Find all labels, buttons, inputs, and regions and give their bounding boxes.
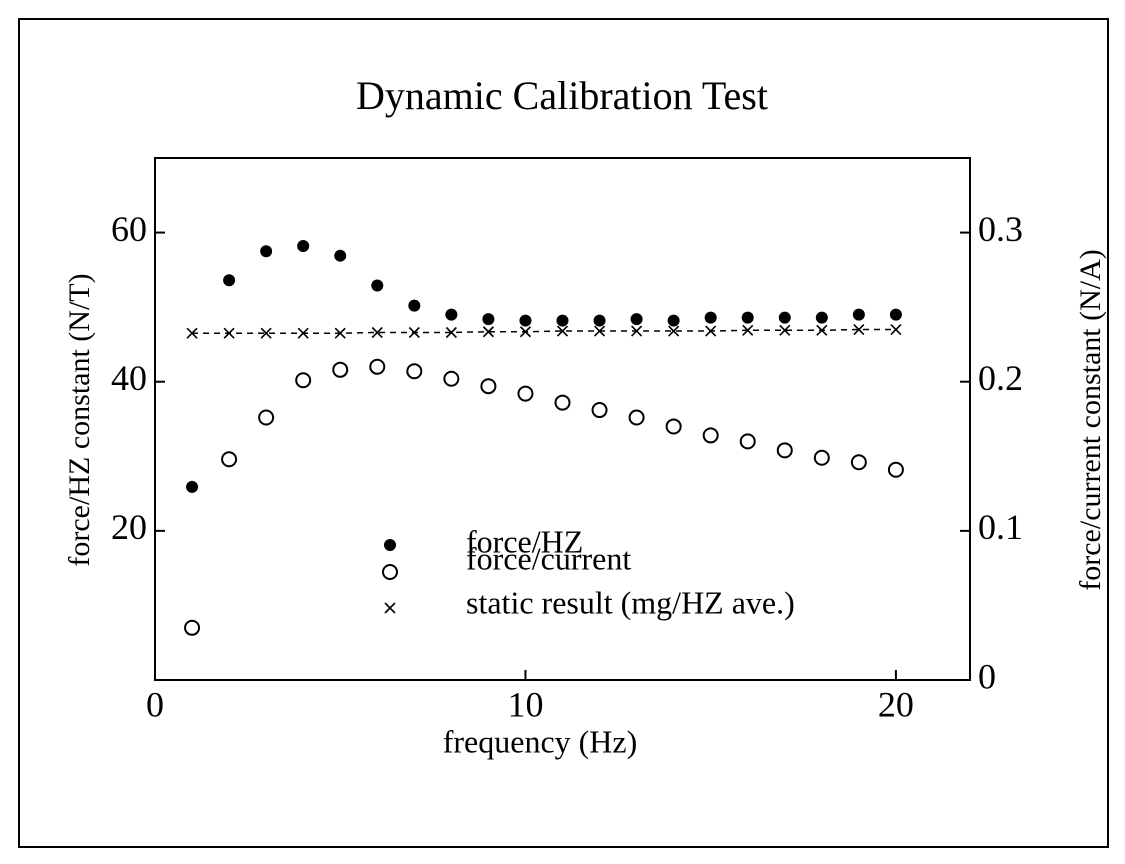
point <box>408 326 420 339</box>
point <box>628 409 645 426</box>
point <box>668 325 680 337</box>
y-tick-label: 20 <box>111 507 147 547</box>
x-axis-label: frequency (Hz) <box>443 723 638 759</box>
point <box>813 449 830 466</box>
point <box>332 361 349 378</box>
point <box>186 480 199 493</box>
point <box>665 418 682 435</box>
legend-marker <box>384 602 396 614</box>
point <box>850 454 867 471</box>
point <box>890 323 902 336</box>
y-tick-label: 60 <box>111 209 147 249</box>
point <box>630 313 643 326</box>
legend-label: static result (mg/HZ ave.) <box>466 584 795 620</box>
point <box>445 308 458 321</box>
point <box>816 324 828 336</box>
y2-tick-label: 0.1 <box>978 507 1023 547</box>
point <box>593 314 606 327</box>
legend-marker <box>384 539 396 551</box>
point <box>482 313 495 326</box>
point <box>593 325 606 337</box>
point <box>186 327 198 339</box>
legend-label: force/current <box>466 540 631 576</box>
point <box>260 327 272 339</box>
y2-tick-label: 0 <box>978 656 996 696</box>
point <box>258 409 275 426</box>
point <box>519 314 532 327</box>
point <box>742 324 754 336</box>
series-line <box>192 328 896 334</box>
point <box>519 326 532 338</box>
point <box>852 308 865 321</box>
legend-marker <box>382 564 398 580</box>
y2-axis-label: force/current constant (N/A) <box>1074 249 1107 591</box>
point <box>556 325 569 337</box>
point <box>406 363 423 380</box>
point <box>554 394 571 411</box>
point <box>517 385 534 402</box>
x-tick-label: 20 <box>878 684 914 724</box>
chart-title: Dynamic Calibration Test <box>356 73 768 118</box>
legend-label: force/HZ <box>466 523 583 559</box>
point <box>223 327 235 339</box>
y2-tick-label: 0.3 <box>978 209 1023 249</box>
point <box>334 249 347 262</box>
point <box>482 326 494 338</box>
point <box>369 358 386 375</box>
point <box>556 314 569 327</box>
point <box>776 442 793 459</box>
point <box>815 311 828 324</box>
point <box>889 308 902 321</box>
point <box>631 325 643 337</box>
point <box>297 327 309 339</box>
point <box>297 239 310 252</box>
y2-tick-label: 0.2 <box>978 358 1023 398</box>
x-tick-label: 10 <box>507 684 543 724</box>
point <box>445 326 457 339</box>
point <box>702 427 719 444</box>
point <box>260 245 273 258</box>
point <box>739 433 756 450</box>
point <box>334 327 346 339</box>
y-tick-label: 40 <box>111 358 147 398</box>
point <box>779 324 791 336</box>
point <box>704 311 717 324</box>
point <box>371 326 383 339</box>
y-axis-label: force/HZ constant (N/T) <box>63 273 96 566</box>
point <box>591 402 608 419</box>
x-tick-label: 0 <box>146 684 164 724</box>
point <box>371 279 384 292</box>
point <box>443 370 460 387</box>
point <box>408 299 421 312</box>
point <box>705 325 717 337</box>
point <box>295 372 312 389</box>
frame <box>18 18 1109 848</box>
point <box>223 274 236 287</box>
plot-frame <box>154 157 971 681</box>
point <box>778 311 791 324</box>
point <box>853 323 865 336</box>
point <box>221 451 238 468</box>
point <box>480 378 497 395</box>
point <box>184 619 201 636</box>
point <box>741 311 754 324</box>
point <box>887 461 904 478</box>
point <box>667 314 680 327</box>
